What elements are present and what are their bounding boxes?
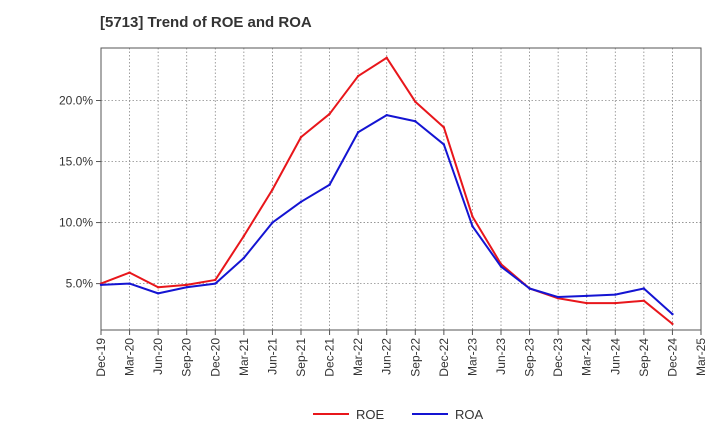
- roe-data-point: [156, 286, 160, 289]
- x-tick-label: Dec-19: [94, 338, 108, 377]
- roa-data-point: [99, 283, 103, 287]
- roa-data-point: [328, 183, 331, 186]
- x-tick-label: Mar-23: [465, 338, 479, 376]
- roe-data-point: [185, 283, 188, 287]
- roe-data-point: [214, 278, 217, 282]
- roe-data-point: [299, 135, 303, 139]
- roa-data-point: [128, 282, 131, 285]
- x-tick-label: Dec-20: [208, 338, 222, 377]
- roa-data-point: [585, 294, 588, 298]
- y-tick-label: 20.0%: [59, 93, 93, 107]
- x-tick-label: Jun-21: [265, 338, 279, 375]
- y-tick-label: 10.0%: [59, 216, 93, 230]
- roe-data-point: [414, 100, 417, 103]
- roa-data-point: [242, 256, 246, 260]
- roe-data-point: [442, 126, 446, 129]
- x-tick-label: Dec-24: [665, 338, 679, 377]
- roe-data-point: [671, 322, 674, 326]
- plot-frame: [100, 47, 702, 331]
- x-tick-label: Sep-22: [408, 338, 422, 377]
- x-tick-label: Jun-23: [494, 338, 508, 375]
- roe-data-point: [642, 299, 646, 302]
- legend-roa-label: ROA: [455, 407, 484, 422]
- roa-data-point: [614, 293, 617, 296]
- x-tick-label: Mar-21: [237, 338, 251, 376]
- x-tick-label: Sep-21: [294, 338, 308, 377]
- x-tick-label: Dec-21: [323, 338, 337, 377]
- roa-data-point: [271, 221, 274, 224]
- x-tick-label: Mar-24: [580, 338, 594, 376]
- x-tick-label: Dec-22: [437, 338, 451, 377]
- x-tick-label: Jun-22: [380, 338, 394, 375]
- roa-data-point: [442, 143, 446, 146]
- roa-data-point: [642, 287, 646, 290]
- x-tick-label: Dec-23: [551, 338, 565, 377]
- roe-data-point: [471, 215, 474, 218]
- roe-data-point: [328, 112, 331, 116]
- roe-data-point: [614, 301, 617, 305]
- roa-data-point: [528, 287, 531, 290]
- roe-data-point: [271, 188, 274, 191]
- x-tick-label: Sep-20: [180, 338, 194, 377]
- x-tick-label: Mar-22: [351, 338, 365, 376]
- x-tick-label: Sep-24: [637, 338, 651, 377]
- roe-data-point: [385, 56, 388, 59]
- roa-data-point: [556, 295, 560, 299]
- roe-data-point: [356, 74, 360, 78]
- roa-data-point: [499, 265, 503, 268]
- chart-title: [5713] Trend of ROE and ROA: [100, 14, 312, 31]
- x-tick-label: Jun-20: [151, 338, 165, 375]
- x-tick-label: Jun-24: [608, 338, 622, 375]
- roa-data-point: [385, 113, 388, 117]
- roa-data-point: [156, 292, 160, 295]
- roa-data-point: [671, 312, 674, 316]
- roa-data-point: [471, 225, 474, 228]
- y-tick-label: 5.0%: [66, 277, 94, 291]
- roa-data-point: [185, 286, 188, 289]
- legend-roe-label: ROE: [356, 407, 385, 422]
- roe-data-point: [585, 301, 588, 305]
- x-tick-label: Mar-25: [694, 338, 708, 376]
- roa-data-point: [299, 200, 303, 204]
- roe-data-point: [242, 234, 246, 238]
- roa-data-point: [356, 131, 360, 134]
- roa-data-point: [214, 282, 217, 285]
- x-tick-label: Mar-20: [123, 338, 137, 376]
- x-tick-label: Sep-23: [523, 338, 537, 377]
- roa-data-point: [414, 120, 417, 123]
- y-tick-label: 15.0%: [59, 155, 93, 169]
- roe-data-point: [128, 271, 131, 274]
